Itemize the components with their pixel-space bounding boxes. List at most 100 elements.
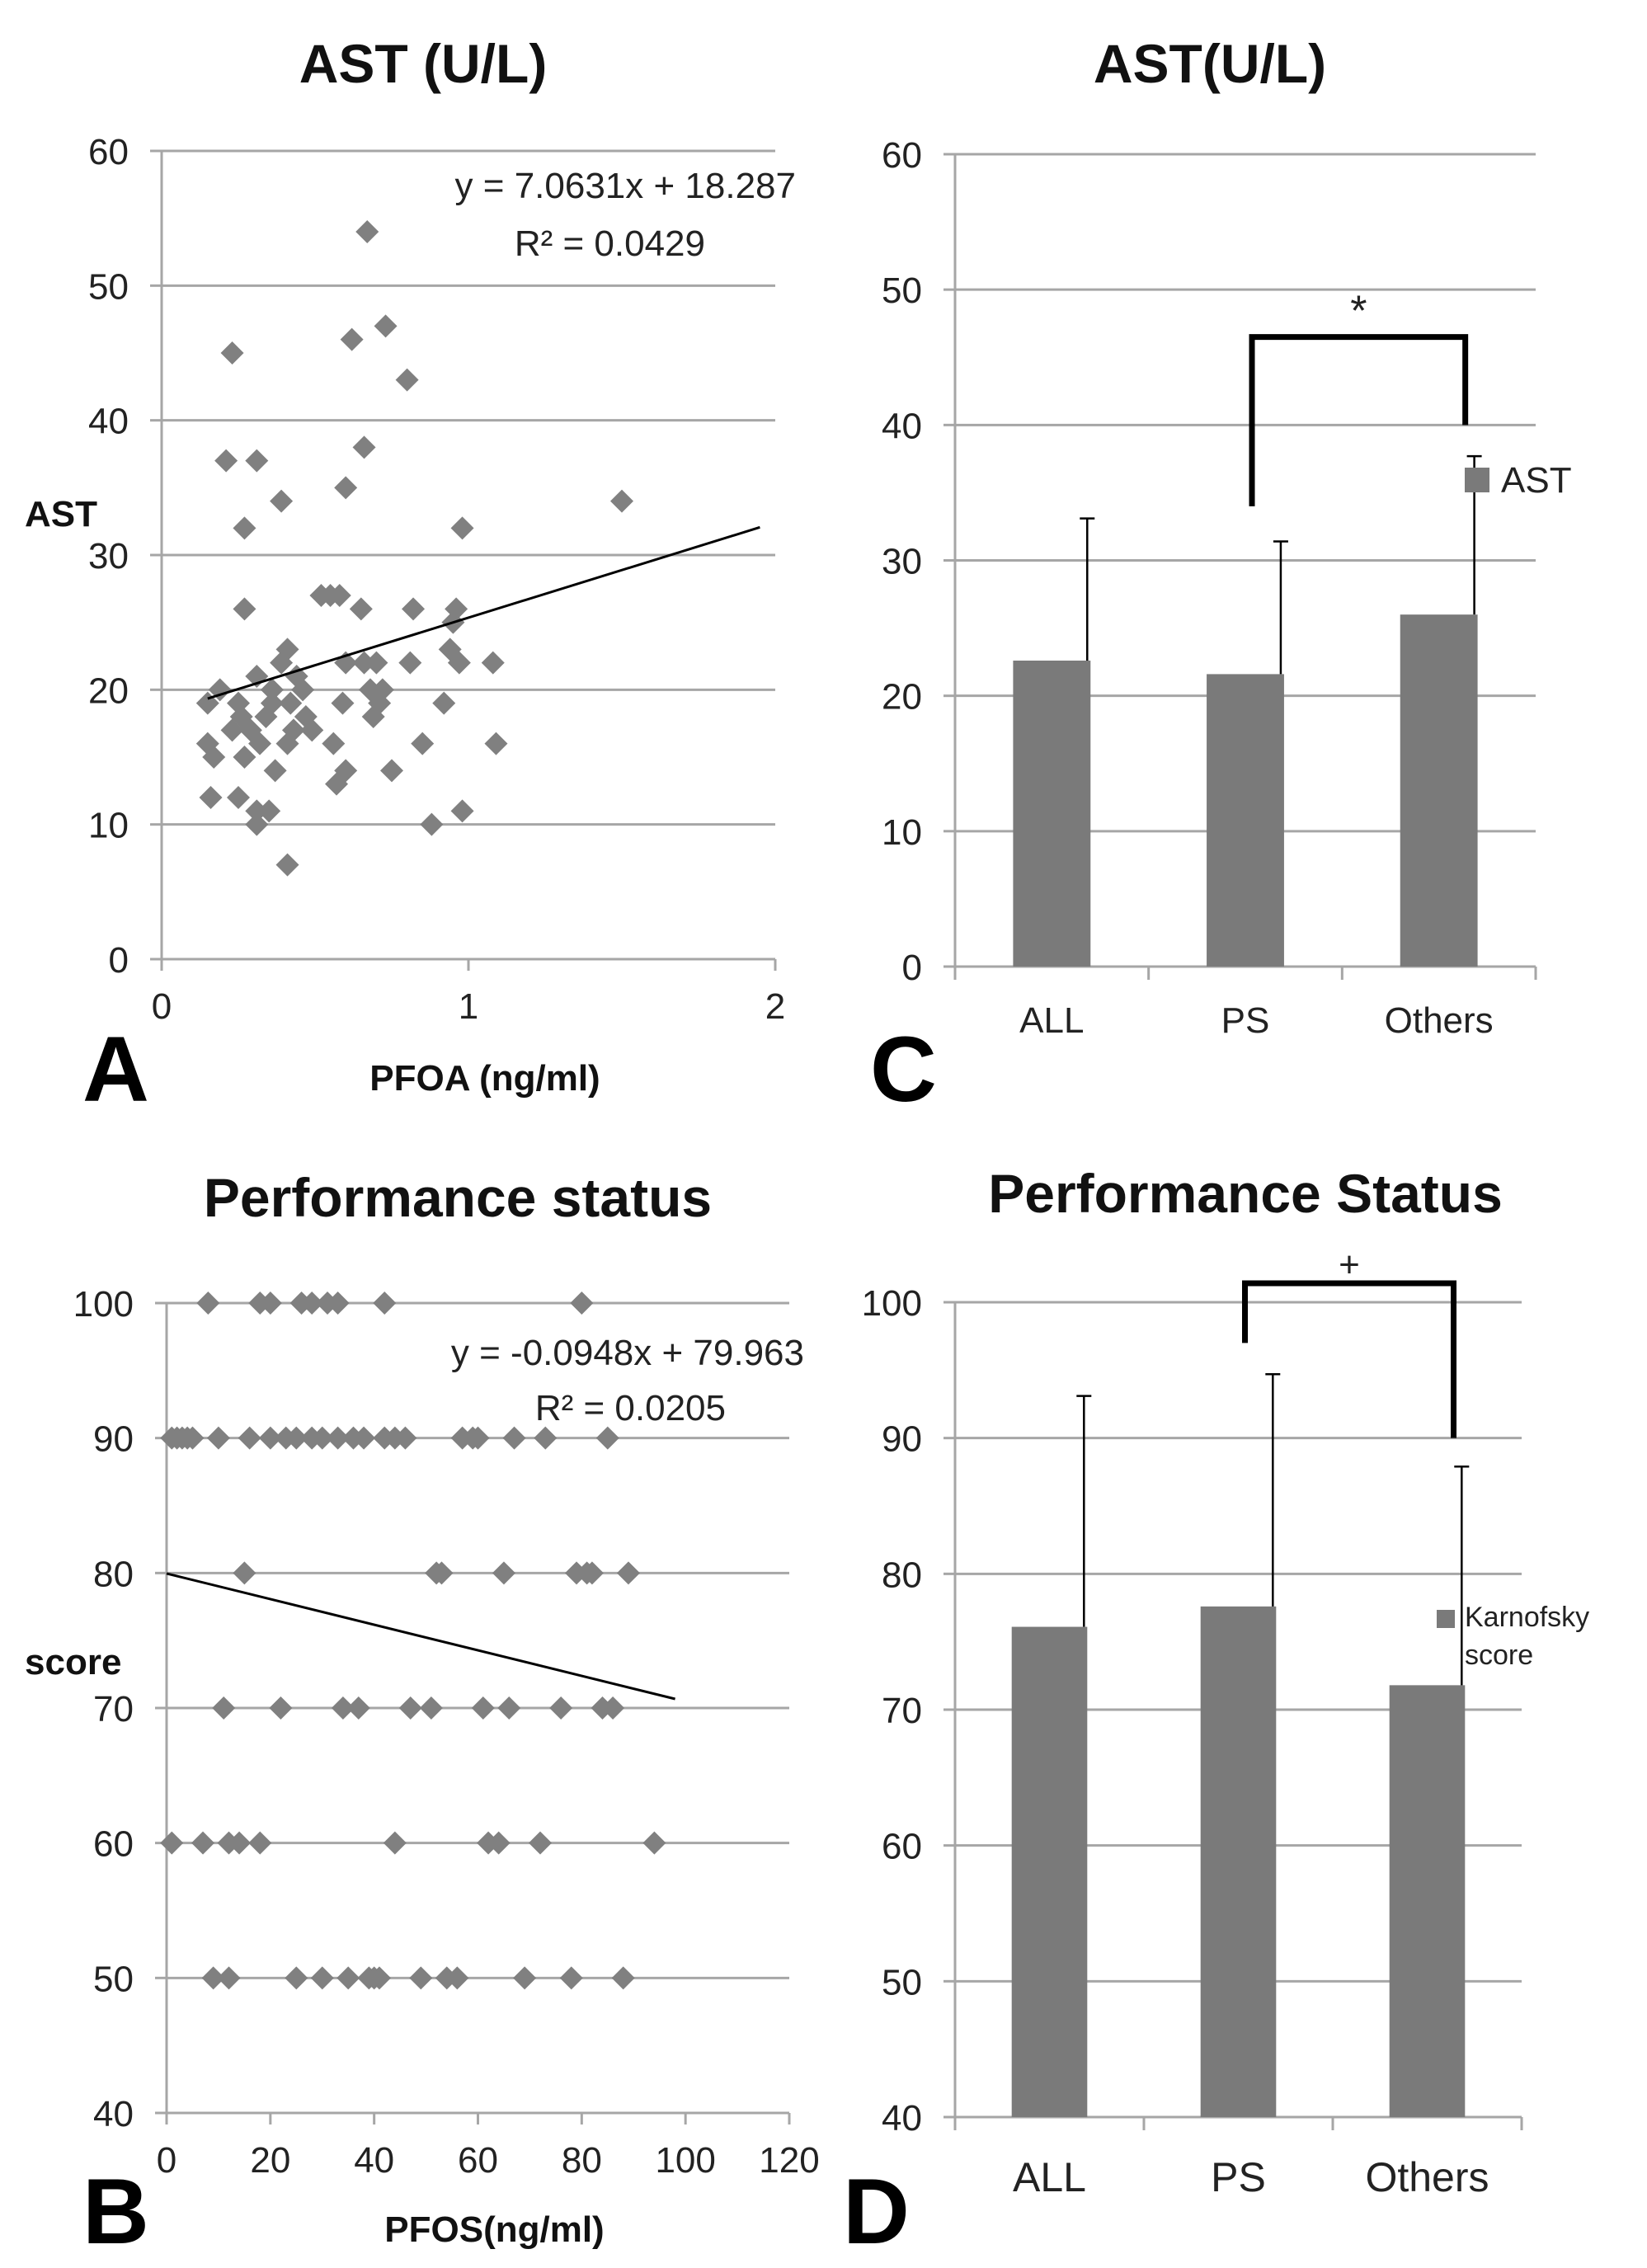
data-point <box>352 435 376 459</box>
data-point <box>269 1696 293 1720</box>
data-point <box>346 1696 370 1720</box>
data-point <box>373 1292 397 1315</box>
bar <box>1011 1626 1088 2117</box>
legend-label: Karnofsky score <box>1465 1602 1589 1671</box>
legend-label-line: score <box>1465 1640 1533 1671</box>
y-tick-label: 100 <box>73 1284 134 1325</box>
panel-letter: B <box>82 2160 149 2263</box>
data-point <box>181 1426 205 1450</box>
panel-title: AST (U/L) <box>299 33 548 94</box>
data-point <box>275 732 299 755</box>
legend-swatch <box>1465 468 1489 492</box>
panel-title: Performance status <box>204 1167 712 1228</box>
r-squared-label: R² = 0.0429 <box>515 224 705 264</box>
significance-marker: + <box>1339 1245 1360 1285</box>
data-point <box>327 584 351 607</box>
y-tick-label: 50 <box>88 266 129 307</box>
data-point <box>326 1426 350 1450</box>
data-point <box>549 1696 573 1720</box>
data-point <box>352 1426 376 1450</box>
data-point <box>228 1831 252 1855</box>
y-axis-title: score <box>25 1642 121 1682</box>
panel-letter: A <box>82 1018 149 1121</box>
data-point <box>393 1426 417 1450</box>
x-category-label: Others <box>1385 1000 1494 1041</box>
data-point <box>270 651 294 675</box>
panel-title: Performance Status <box>988 1163 1503 1224</box>
x-category-label: Others <box>1365 2154 1489 2200</box>
panel-b-scatter: Performance status B 40 50 60 70 80 90 100 0 20 40 6… <box>25 1167 820 2263</box>
data-point <box>402 597 426 621</box>
data-point <box>214 449 238 473</box>
data-point <box>245 812 269 836</box>
y-tick-label: 70 <box>882 1691 922 1731</box>
trendline <box>166 1572 675 1701</box>
data-point <box>300 718 324 742</box>
data-point <box>217 1966 241 1990</box>
x-tick-label: 20 <box>250 2140 290 2181</box>
x-category-label: PS <box>1211 2154 1266 2200</box>
data-point <box>331 1696 355 1720</box>
x-axis-title: PFOS(ng/ml) <box>384 2209 604 2250</box>
data-point <box>450 516 474 540</box>
data-point <box>310 1966 334 1990</box>
data-point <box>595 1426 619 1450</box>
data-point <box>254 705 278 728</box>
y-tick-label: 90 <box>882 1419 922 1460</box>
data-point <box>275 853 299 877</box>
y-tick-label: 30 <box>882 542 922 582</box>
data-point <box>497 1696 521 1720</box>
data-point <box>380 759 403 783</box>
y-tick-label: 40 <box>882 2098 922 2139</box>
data-point <box>220 718 244 742</box>
data-point <box>471 1696 495 1720</box>
y-tick-label: 90 <box>93 1419 134 1460</box>
data-point <box>513 1966 537 1990</box>
data-point <box>420 812 444 836</box>
data-point <box>368 691 392 715</box>
data-point <box>212 1696 236 1720</box>
data-point <box>367 1966 391 1990</box>
data-point <box>570 1292 594 1315</box>
data-point <box>196 1292 220 1315</box>
x-tick-label: 2 <box>765 986 785 1027</box>
data-point <box>260 678 284 702</box>
y-tick-label: 40 <box>882 406 922 446</box>
data-point <box>340 327 364 351</box>
data-point <box>258 1292 282 1315</box>
y-tick-label: 70 <box>93 1689 134 1729</box>
data-point <box>430 1561 454 1585</box>
bar <box>1013 660 1091 967</box>
x-axis-title: PFOA (ng/ml) <box>369 1058 600 1099</box>
data-point <box>206 1426 230 1450</box>
significance-bracket <box>1242 1280 1456 1438</box>
data-point <box>300 1292 324 1315</box>
y-axis-title: AST <box>25 494 97 534</box>
trendline-equation: y = -0.0948x + 79.963 <box>451 1333 804 1373</box>
y-tick-label: 80 <box>93 1554 134 1594</box>
data-point <box>374 314 398 338</box>
x-category-label: ALL <box>1019 1000 1084 1041</box>
data-point <box>160 1831 184 1855</box>
y-tick-label: 60 <box>93 1824 134 1865</box>
data-point <box>258 1426 282 1450</box>
panel-letter: C <box>870 1018 937 1121</box>
data-point <box>445 1966 469 1990</box>
panel-c-bar: AST(U/L) C 0 10 20 30 40 50 60 ALL PS Others * AST <box>870 33 1572 1121</box>
data-point <box>398 1696 422 1720</box>
y-tick-label: 100 <box>862 1283 922 1324</box>
x-tick-label: 120 <box>759 2140 819 2181</box>
data-point <box>349 597 373 621</box>
y-tick-label: 50 <box>882 1962 922 2002</box>
x-tick-label: 100 <box>655 2140 715 2181</box>
y-tick-label: 50 <box>93 1959 134 1999</box>
y-tick-label: 30 <box>88 536 129 576</box>
x-tick-label: 60 <box>458 2140 498 2181</box>
significance-marker: * <box>1350 288 1367 336</box>
data-point <box>610 489 633 513</box>
y-tick-label: 20 <box>88 671 129 711</box>
data-point <box>227 786 250 809</box>
data-point <box>419 1696 443 1720</box>
x-tick-label: 40 <box>354 2140 394 2181</box>
